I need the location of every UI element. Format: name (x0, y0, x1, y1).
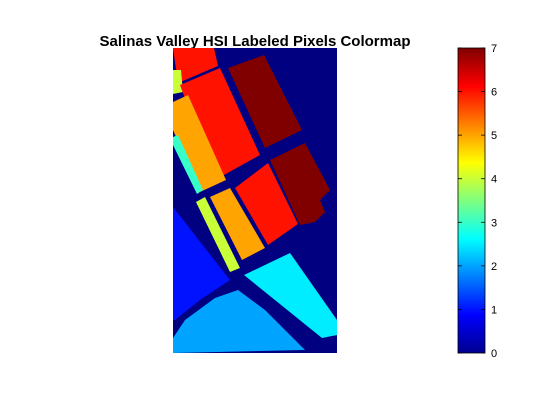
chart-title: Salinas Valley HSI Labeled Pixels Colorm… (100, 33, 411, 50)
colorbar-tick-label: 1 (491, 304, 497, 316)
colorbar-tick-label: 4 (491, 174, 497, 186)
colorbar-tick-label: 7 (491, 43, 497, 55)
colorbar-tick-label: 0 (491, 348, 497, 360)
colorbar-tick-label: 6 (491, 87, 497, 99)
colorbar-tick-label: 3 (491, 217, 497, 229)
colorbar-tick-label: 2 (491, 261, 497, 273)
image-area (173, 48, 337, 353)
colorbar: 0 1 2 3 4 5 6 7 (458, 43, 497, 360)
colorbar-gradient (458, 48, 485, 353)
colorbar-tick-label: 5 (491, 130, 497, 142)
